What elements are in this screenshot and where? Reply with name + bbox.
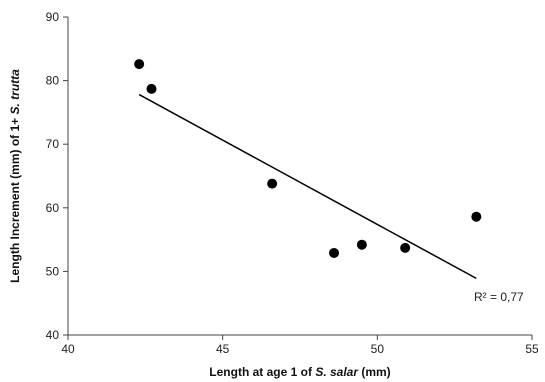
y-tick-label: 60: [46, 201, 60, 215]
y-tick-label: 70: [46, 137, 60, 151]
data-point: [356, 239, 367, 250]
data-point: [267, 178, 278, 189]
y-ticks: 40 50 60 70 80 90: [46, 10, 68, 342]
x-tick-label: 45: [216, 342, 230, 356]
trend-line: [138, 93, 477, 280]
y-tick-label: 90: [46, 10, 60, 24]
y-tick-label: 40: [46, 328, 60, 342]
y-tick-label: 80: [46, 74, 60, 88]
y-axis-title: Length Increment (mm) of 1+ S. trutta: [8, 69, 22, 283]
data-point: [146, 83, 157, 94]
chart-axes: [67, 17, 532, 336]
x-tick-label: 50: [371, 342, 385, 356]
data-point: [329, 247, 340, 258]
x-axis-title: Length at age 1 of S. salar (mm): [209, 365, 390, 379]
data-points: [134, 59, 482, 258]
data-point: [400, 242, 411, 253]
x-tick-label: 55: [525, 342, 539, 356]
r-squared-annotation: R² = 0,77: [474, 290, 524, 304]
data-point: [471, 211, 482, 222]
data-point: [134, 59, 145, 70]
x-ticks: 40 45 50 55: [61, 335, 539, 356]
y-tick-label: 50: [46, 264, 60, 278]
x-tick-label: 40: [61, 342, 75, 356]
